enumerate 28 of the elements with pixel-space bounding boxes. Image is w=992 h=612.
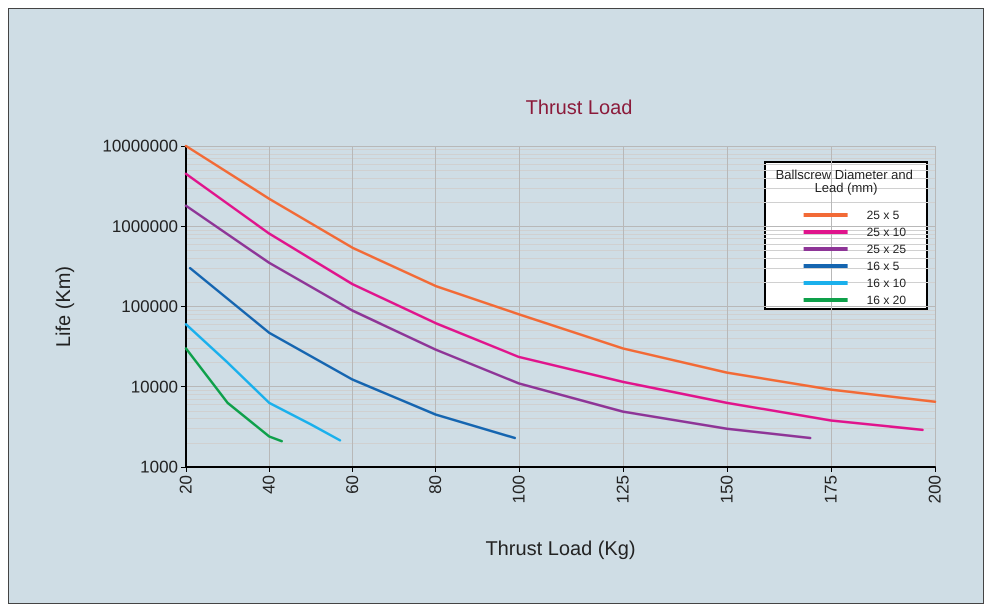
legend-title: Ballscrew Diameter and Lead (mm) — [776, 167, 916, 195]
legend-label: 16 x 5 — [866, 259, 900, 273]
y-tick-label: 1000 — [140, 458, 178, 476]
x-tick-label: 100 — [509, 475, 528, 504]
y-tick-label: 100000 — [121, 297, 178, 316]
x-tick-label: 125 — [613, 475, 632, 504]
x-axis-title: Thrust Load (Kg) — [485, 538, 636, 560]
y-tick-label: 10000000 — [102, 136, 178, 156]
line-series — [184, 347, 283, 442]
x-tick-label: 150 — [717, 475, 736, 504]
x-tick-label: 40 — [260, 475, 279, 494]
y-tick-label: 1000000 — [112, 216, 178, 236]
line-series — [188, 266, 516, 440]
x-tick-label: 60 — [342, 475, 362, 494]
x-tick-label: 20 — [176, 475, 196, 494]
line-series — [184, 204, 812, 440]
legend-label: 16 x 20 — [866, 293, 906, 307]
y-tick-label: 10000 — [130, 377, 178, 396]
chart-title: Thrust Load — [526, 97, 632, 119]
line-series — [184, 323, 342, 442]
y-axis-title: Life (Km) — [53, 266, 75, 348]
legend-label: 25 x 10 — [866, 225, 906, 239]
legend-label: 16 x 10 — [866, 276, 906, 290]
x-tick-label: 175 — [821, 475, 840, 504]
legend-label: 25 x 25 — [866, 242, 906, 256]
legend-label: 25 x 5 — [866, 208, 900, 222]
x-tick-label: 200 — [926, 475, 944, 504]
x-tick-label: 80 — [426, 475, 446, 494]
